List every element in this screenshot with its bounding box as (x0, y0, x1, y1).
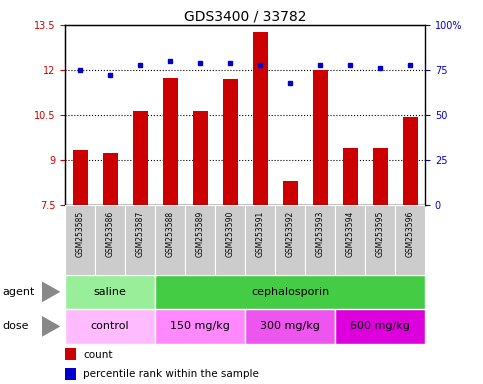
Bar (313, 70, 327, 205)
Text: percentile rank within the sample: percentile rank within the sample (83, 369, 259, 379)
Text: count: count (83, 349, 113, 359)
Bar (223, 79, 238, 205)
Bar (253, 33, 268, 205)
Polygon shape (42, 316, 60, 337)
Bar (372, 148, 387, 205)
Bar (395, 205, 425, 275)
Bar (133, 111, 148, 205)
Text: GSM253588: GSM253588 (166, 211, 175, 257)
Bar (365, 205, 395, 275)
Text: GSM253593: GSM253593 (315, 211, 325, 257)
Bar (275, 205, 305, 275)
Bar (73, 150, 88, 205)
Text: agent: agent (2, 287, 35, 297)
Bar (342, 148, 357, 205)
Text: GSM253592: GSM253592 (285, 211, 295, 257)
Bar (283, 181, 298, 205)
Text: GSM253595: GSM253595 (376, 211, 384, 257)
Bar (65, 368, 76, 380)
Polygon shape (42, 281, 60, 302)
Bar (163, 78, 178, 205)
Text: cephalosporin: cephalosporin (251, 287, 329, 297)
Text: GSM253591: GSM253591 (256, 211, 265, 257)
Bar (155, 275, 425, 309)
Bar (65, 275, 155, 309)
Bar (155, 205, 185, 275)
Bar (245, 309, 335, 344)
Bar (95, 205, 125, 275)
Bar (125, 205, 155, 275)
Text: GSM253594: GSM253594 (345, 211, 355, 257)
Bar (185, 205, 215, 275)
Bar (65, 205, 95, 275)
Text: GSM253586: GSM253586 (106, 211, 114, 257)
Text: GDS3400 / 33782: GDS3400 / 33782 (184, 9, 306, 23)
Text: GSM253596: GSM253596 (406, 211, 414, 257)
Bar (193, 111, 208, 205)
Bar (65, 309, 155, 344)
Bar (155, 309, 245, 344)
Bar (335, 309, 425, 344)
Bar (402, 117, 417, 205)
Text: saline: saline (94, 287, 127, 297)
Bar (215, 205, 245, 275)
Text: 600 mg/kg: 600 mg/kg (350, 321, 410, 331)
Text: GSM253585: GSM253585 (76, 211, 85, 257)
Bar (103, 153, 118, 205)
Bar (305, 205, 335, 275)
Text: GSM253589: GSM253589 (196, 211, 205, 257)
Text: GSM253590: GSM253590 (226, 211, 235, 257)
Text: GSM253587: GSM253587 (136, 211, 145, 257)
Text: control: control (91, 321, 129, 331)
Text: 300 mg/kg: 300 mg/kg (260, 321, 320, 331)
Bar (335, 205, 365, 275)
Text: 150 mg/kg: 150 mg/kg (170, 321, 230, 331)
Text: dose: dose (2, 321, 29, 331)
Bar (65, 348, 76, 360)
Bar (245, 205, 275, 275)
